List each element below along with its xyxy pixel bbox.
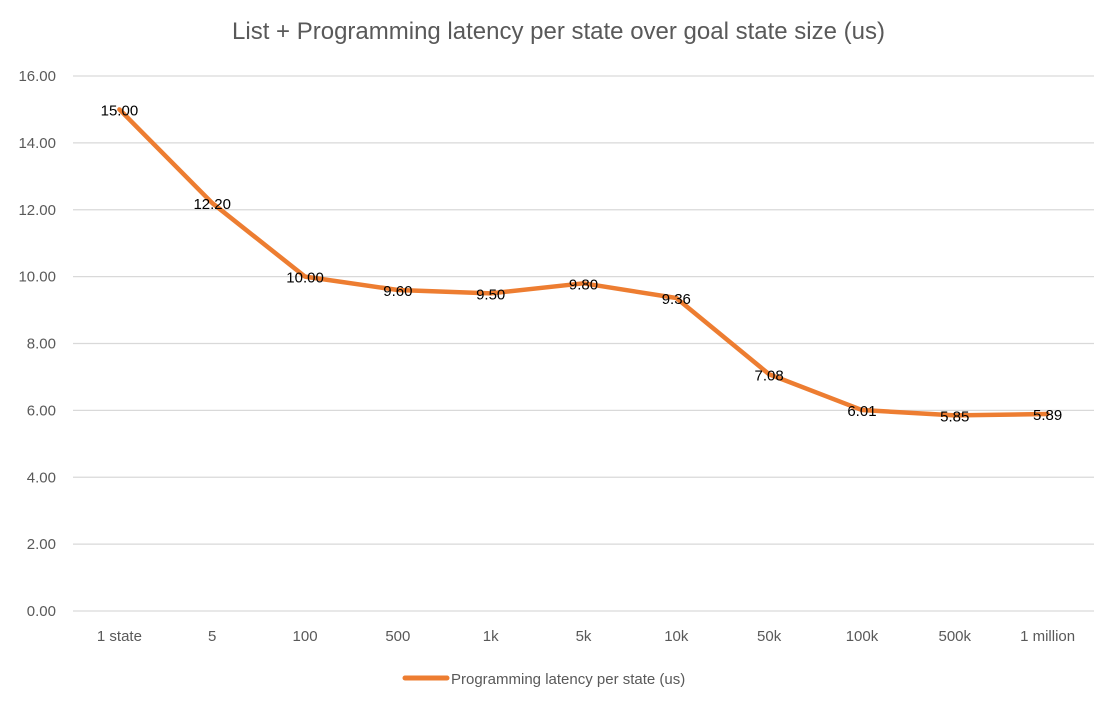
gridlines bbox=[73, 75, 1094, 612]
y-tick-label: 6.00 bbox=[27, 402, 56, 419]
y-tick-label: 16.00 bbox=[18, 68, 56, 85]
data-label: 5.89 bbox=[1033, 407, 1062, 424]
x-axis-ticks: 1 state 5 100 500 1k 5k 10k 50k 100k 500k 1 millio… bbox=[97, 628, 1075, 645]
series-lines bbox=[117, 107, 1050, 418]
x-tick-label: 50k bbox=[757, 628, 782, 645]
data-label: 9.50 bbox=[476, 286, 505, 303]
data-label: 7.08 bbox=[755, 367, 784, 384]
y-tick-label: 2.00 bbox=[27, 536, 56, 553]
y-tick-label: 4.00 bbox=[27, 469, 56, 486]
y-tick-label: 0.00 bbox=[27, 603, 56, 620]
data-label: 12.20 bbox=[193, 196, 231, 213]
data-label: 15.00 bbox=[101, 102, 139, 119]
x-tick-label: 1 million bbox=[1020, 628, 1075, 645]
data-label: 9.36 bbox=[662, 291, 691, 308]
series-line bbox=[117, 107, 1050, 418]
y-tick-label: 8.00 bbox=[27, 336, 56, 353]
x-tick-label: 500k bbox=[939, 628, 972, 645]
legend-label: Programming latency per state (us) bbox=[451, 671, 685, 688]
x-tick-label: 500 bbox=[385, 628, 410, 645]
x-tick-label: 10k bbox=[664, 628, 689, 645]
y-tick-label: 10.00 bbox=[18, 269, 56, 286]
data-label: 6.01 bbox=[847, 403, 876, 420]
x-tick-label: 100 bbox=[293, 628, 318, 645]
x-tick-label: 5 bbox=[208, 628, 216, 645]
x-tick-label: 1 state bbox=[97, 628, 142, 645]
y-tick-label: 12.00 bbox=[18, 202, 56, 219]
x-tick-label: 5k bbox=[576, 628, 592, 645]
data-label: 10.00 bbox=[286, 270, 324, 287]
data-labels: 15.00 12.20 10.00 9.60 9.50 9.80 9.36 7.08 6.01 5… bbox=[101, 102, 1063, 425]
x-tick-label: 1k bbox=[483, 628, 499, 645]
y-tick-label: 14.00 bbox=[18, 135, 56, 152]
data-label: 9.80 bbox=[569, 276, 598, 293]
data-label: 5.85 bbox=[940, 408, 969, 425]
x-tick-label: 100k bbox=[846, 628, 879, 645]
data-label: 9.60 bbox=[383, 283, 412, 300]
chart-title: List + Programming latency per state ove… bbox=[232, 18, 885, 45]
y-axis-ticks: 0.00 2.00 4.00 6.00 8.00 10.00 12.00 14.00 16.00 bbox=[18, 68, 56, 620]
legend: Programming latency per state (us) bbox=[402, 671, 685, 688]
